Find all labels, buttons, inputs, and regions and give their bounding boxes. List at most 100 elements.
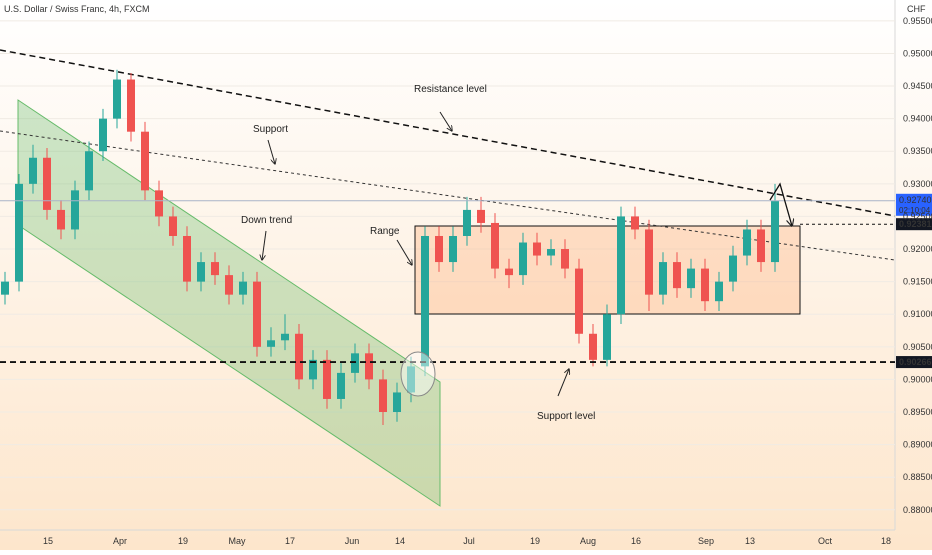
candle-body <box>673 262 681 289</box>
level-label: 0.92381 <box>899 219 932 229</box>
candle-body <box>99 118 107 152</box>
candle-body <box>407 366 415 393</box>
candle-body <box>281 333 289 341</box>
candle-body <box>533 242 541 256</box>
x-tick-label: Apr <box>113 536 127 546</box>
candle-body <box>505 268 513 276</box>
annotation: Range <box>370 226 400 237</box>
arrow <box>557 369 569 397</box>
candle-body <box>1 281 9 295</box>
candle-body <box>757 229 765 263</box>
y-tick-label: 0.95500 <box>903 16 932 26</box>
candle-body <box>141 131 149 191</box>
x-tick-label: Jun <box>345 536 360 546</box>
candle-body <box>617 216 625 315</box>
annotation: Resistance level <box>414 84 487 95</box>
candle-body <box>393 392 401 413</box>
candle-body <box>701 268 709 302</box>
candle-body <box>29 157 37 184</box>
candle-body <box>225 275 233 295</box>
candle-body <box>15 183 23 282</box>
candle-body <box>57 209 65 230</box>
x-tick-label: Aug <box>580 536 596 546</box>
arrow <box>396 239 412 265</box>
annotation: Support level <box>537 411 595 422</box>
candle-body <box>365 353 373 380</box>
candle-body <box>239 281 247 295</box>
candle-body <box>575 268 583 334</box>
candle-body <box>519 242 527 276</box>
candle-body <box>589 333 597 360</box>
candle-body <box>477 209 485 223</box>
candle-body <box>743 229 751 256</box>
candle-body <box>547 249 555 256</box>
level-label: 0.90266 <box>899 357 932 367</box>
level-box <box>896 356 932 369</box>
x-tick-label: Sep <box>698 536 714 546</box>
candle-body <box>127 79 135 132</box>
candle-body <box>183 235 191 282</box>
candle-body <box>715 281 723 302</box>
x-tick-label: Jul <box>463 536 475 546</box>
candle-body <box>267 340 275 347</box>
candle-body <box>729 255 737 282</box>
x-tick-label: 17 <box>285 536 295 546</box>
highlight-circle <box>400 351 436 397</box>
candle-body <box>169 216 177 236</box>
candle-body <box>449 235 457 263</box>
arrow <box>439 111 452 131</box>
candle-body <box>687 268 695 289</box>
candle-body <box>309 359 317 380</box>
candle-body <box>253 281 261 347</box>
annotation: Down trend <box>241 215 292 226</box>
candle-body <box>197 262 205 282</box>
x-tick-label: Oct <box>818 536 833 546</box>
annotation: Support <box>253 124 288 135</box>
candles <box>1 69 779 426</box>
arrow <box>267 139 275 164</box>
candle-body <box>631 216 639 230</box>
candle-body <box>113 79 121 119</box>
candle-body <box>561 249 569 269</box>
x-tick-label: May <box>228 536 246 546</box>
range-box <box>414 225 801 315</box>
candle-body <box>155 190 163 217</box>
x-tick-label: 15 <box>43 536 53 546</box>
last-price-box <box>896 193 932 216</box>
candle-body <box>85 151 93 191</box>
candle-body <box>71 190 79 230</box>
countdown-label: 02:10:04 <box>899 206 931 215</box>
candle-body <box>435 235 443 263</box>
candle-body <box>337 372 345 399</box>
x-tick-label: 19 <box>530 536 540 546</box>
candle-body <box>323 359 331 399</box>
candle-body <box>463 209 471 236</box>
levels <box>0 193 932 369</box>
x-tick-label: 18 <box>881 536 891 546</box>
candle-body <box>645 229 653 295</box>
projection-arrow <box>769 182 792 226</box>
x-tick-label: 14 <box>395 536 405 546</box>
candle-body <box>421 235 429 367</box>
resistance-line <box>0 49 896 217</box>
arrow <box>262 230 267 260</box>
candle-body <box>603 314 611 360</box>
candle-body <box>379 379 387 413</box>
candle-body <box>211 262 219 276</box>
x-tick-label: 19 <box>178 536 188 546</box>
x-tick-label: 13 <box>745 536 755 546</box>
